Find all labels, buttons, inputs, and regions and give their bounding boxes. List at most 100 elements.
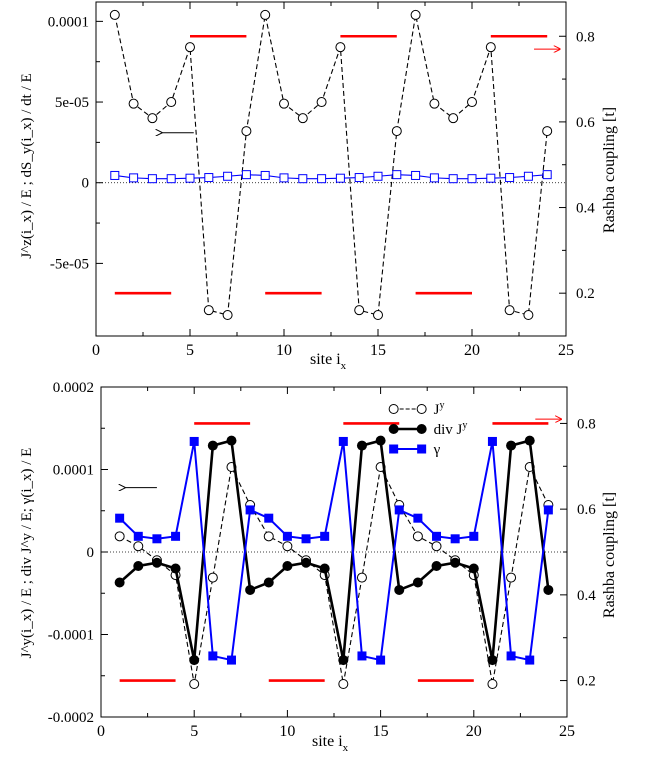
data-point	[543, 505, 553, 515]
top-x-axis-label: site ix	[310, 351, 347, 372]
y-right-tick-label: 0.8	[576, 29, 595, 45]
series-1-line	[119, 465, 549, 685]
data-point	[185, 173, 195, 183]
data-point	[542, 126, 553, 137]
data-point	[487, 679, 498, 689]
data-point	[338, 655, 349, 666]
data-point	[133, 531, 143, 541]
data-point	[279, 173, 289, 183]
data-point	[316, 97, 327, 108]
y-left-tick-label: -0.0001	[48, 628, 94, 644]
series-3-line	[118, 441, 550, 662]
data-point	[263, 531, 274, 542]
data-point	[297, 113, 308, 124]
data-point	[185, 42, 195, 53]
data-point	[319, 563, 330, 574]
y-right-tick-label: 0.2	[576, 286, 595, 302]
data-point	[525, 655, 535, 665]
legend-label: γ	[433, 442, 441, 458]
data-point	[469, 531, 479, 541]
data-point	[282, 531, 292, 541]
data-point	[245, 505, 255, 515]
data-point	[147, 113, 158, 124]
data-point	[356, 440, 367, 451]
data-point	[207, 572, 218, 583]
data-point	[504, 305, 515, 316]
data-point	[357, 651, 367, 661]
data-point	[450, 557, 461, 568]
y-right-tick-label: 0.4	[576, 201, 595, 217]
top-rashba-layer	[114, 34, 548, 295]
bottom-legend: Jy div Jy γ	[388, 400, 467, 458]
top-y-right-axis-label: Rashba coupling [t]	[601, 107, 618, 233]
data-point	[109, 9, 120, 20]
legend-marker	[388, 424, 399, 434]
data-point	[301, 534, 311, 544]
y-left-tick-label: -0.0002	[48, 710, 94, 726]
x-tick-label: 5	[186, 342, 194, 359]
data-point	[411, 170, 421, 180]
series-1-line	[114, 14, 548, 316]
legend-marker	[416, 404, 427, 414]
data-point	[487, 436, 497, 446]
data-point	[226, 655, 236, 665]
data-point	[338, 436, 348, 446]
data-point	[506, 651, 516, 661]
data-point	[245, 584, 256, 595]
data-point	[152, 534, 162, 544]
x-tick-label: 10	[279, 723, 295, 740]
data-point	[151, 557, 162, 568]
data-point	[429, 173, 439, 183]
data-point	[264, 513, 274, 523]
y-left-tick-label: 0.0001	[53, 463, 94, 479]
data-point	[524, 435, 535, 446]
data-point	[260, 170, 270, 180]
data-point	[356, 572, 367, 583]
top-series-layer	[109, 9, 553, 321]
x-tick-label: 0	[92, 342, 100, 359]
data-point	[468, 563, 479, 574]
series-2-line	[114, 174, 548, 180]
data-point	[373, 171, 383, 181]
data-point	[166, 174, 176, 184]
bottom-x-axis-label: site ix	[312, 733, 349, 754]
data-point	[226, 435, 237, 446]
data-point	[279, 98, 289, 109]
y-right-tick-label: 0.2	[577, 674, 596, 690]
data-point	[412, 531, 423, 542]
legend-label: Jy	[434, 400, 445, 418]
y-left-tick-label: 0	[87, 545, 95, 561]
data-point	[542, 170, 552, 180]
top-y-left-axis: -5e-05 0 5e-05 0.0001	[48, 14, 103, 272]
x-tick-label: 15	[370, 342, 386, 359]
data-point	[166, 97, 177, 108]
data-point	[413, 513, 423, 523]
legend-marker	[417, 444, 427, 454]
data-point	[448, 174, 458, 184]
data-point	[129, 173, 139, 183]
data-point	[523, 310, 534, 321]
data-point	[543, 584, 554, 595]
top-x-axis: 0 5 10 15 20 25	[92, 2, 574, 359]
data-point	[223, 171, 233, 181]
data-point	[320, 531, 330, 541]
y-right-tick-label: 0.8	[577, 416, 596, 432]
y-left-tick-label: -5e-05	[50, 256, 89, 272]
y-right-tick-label: 0.6	[576, 115, 595, 131]
legend-marker	[388, 404, 399, 414]
top-arrow-layer	[162, 49, 560, 133]
data-point	[114, 531, 125, 542]
y-left-tick-label: 0.0002	[53, 380, 94, 396]
data-point	[448, 113, 459, 124]
data-point	[171, 531, 181, 541]
y-left-tick-label: 5e-05	[55, 95, 89, 111]
data-point	[467, 174, 477, 184]
data-point	[335, 42, 346, 53]
data-point	[110, 170, 120, 180]
data-point	[429, 98, 440, 109]
data-point	[373, 310, 383, 321]
data-point	[410, 9, 421, 20]
bottom-y-right-axis: 0.2 0.4 0.6 0.8	[560, 416, 596, 690]
